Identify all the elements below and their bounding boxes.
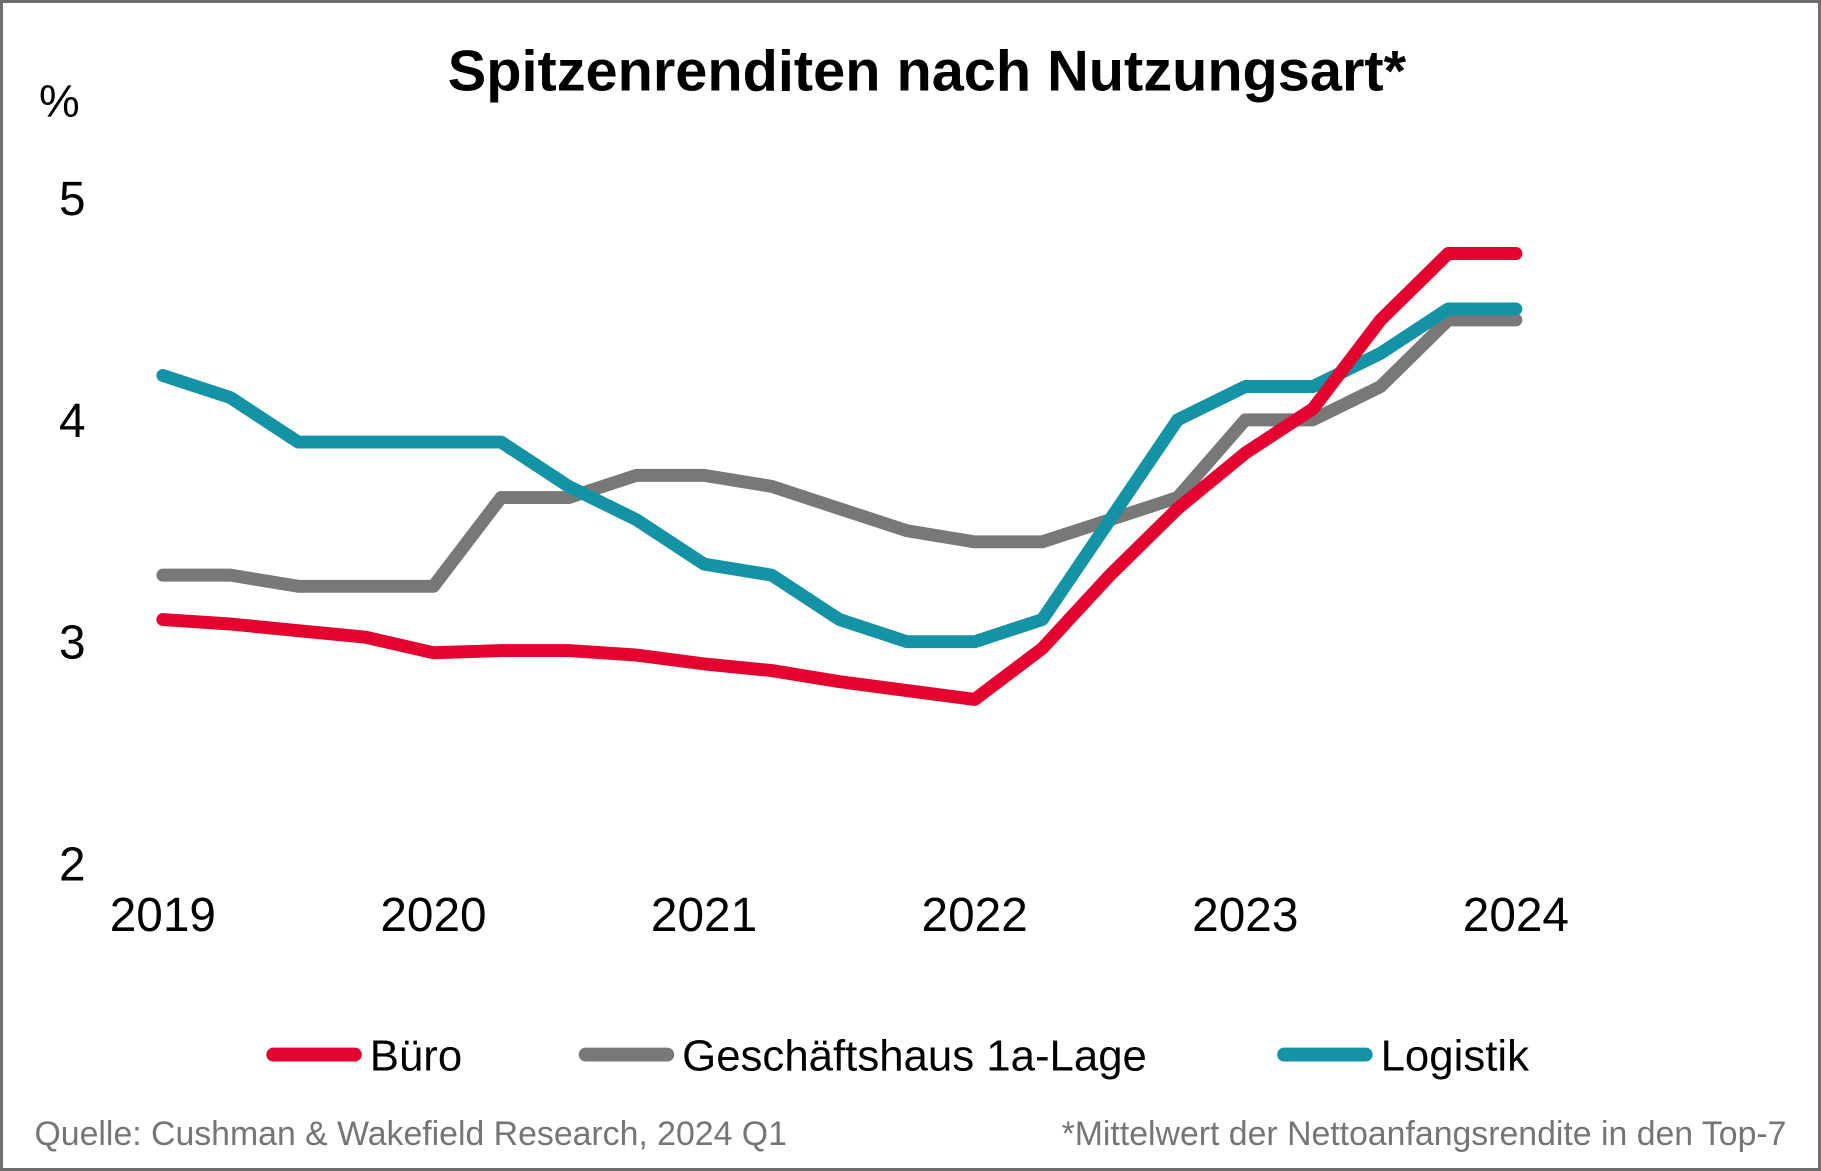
legend-label-geschaeftshaus-1a-lage: Geschäftshaus 1a-Lage [682, 1032, 1147, 1081]
legend-swatch-logistik [1277, 1047, 1373, 1062]
series-line-geschaeftshaus-1a-lage [156, 313, 1523, 593]
legend-swatch-geschaeftshaus-1a-lage [578, 1047, 675, 1062]
legend-item-geschaeftshaus-1a-lage: Geschäftshaus 1a-Lage [578, 1032, 1147, 1081]
line-chart: Spitzenrenditen nach Nutzungsart* % 5 4 3 2… [35, 40, 1787, 1154]
y-axis-unit-label: % [39, 75, 80, 126]
y-tick-label-4: 4 [59, 395, 86, 448]
x-tick-label-2021: 2021 [651, 889, 757, 942]
x-tick-label-2022: 2022 [922, 889, 1028, 942]
footnote: *Mittelwert der Nettoanfangsrendite in d… [1062, 1115, 1787, 1153]
legend-label-buero: Büro [370, 1032, 462, 1081]
x-tick-label-2020: 2020 [380, 889, 486, 942]
legend-item-buero: Büro [266, 1032, 462, 1081]
y-tick-label-2: 2 [59, 838, 86, 891]
chart-legend: Büro Geschäftshaus 1a-Lage Logistik [266, 1032, 1529, 1081]
series-line-logistik [156, 302, 1523, 649]
legend-label-logistik: Logistik [1381, 1032, 1530, 1081]
y-axis-tick-labels: 5 4 3 2 [59, 173, 86, 892]
chart-title: Spitzenrenditen nach Nutzungsart* [448, 40, 1407, 104]
y-tick-label-5: 5 [59, 173, 86, 226]
series-lines [156, 247, 1523, 706]
x-tick-label-2024: 2024 [1463, 889, 1569, 942]
y-tick-label-3: 3 [59, 617, 86, 670]
series-line-buero [156, 247, 1523, 706]
legend-item-logistik: Logistik [1277, 1032, 1529, 1081]
x-axis-tick-labels: 2019 2020 2021 2022 2023 2024 [110, 889, 1569, 942]
legend-swatch-buero [266, 1047, 362, 1062]
x-tick-label-2023: 2023 [1192, 889, 1298, 942]
x-tick-label-2019: 2019 [110, 889, 216, 942]
source-note: Quelle: Cushman & Wakefield Research, 20… [35, 1115, 787, 1153]
